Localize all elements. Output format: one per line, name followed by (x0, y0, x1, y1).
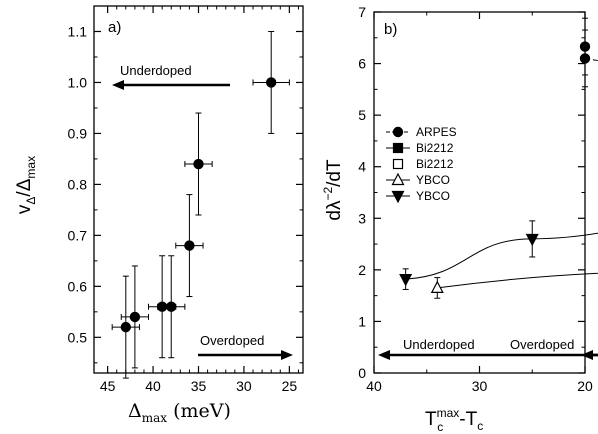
annotation-overdoped-b: Overdoped (510, 337, 574, 352)
b-overdoped-arrow-head (581, 350, 593, 360)
a-ytick-label: 0.9 (68, 125, 88, 141)
ybco-open-point (430, 280, 444, 294)
legend-label-ybco-open: YBCO (416, 173, 450, 187)
legend-marker-bi2212-open (392, 158, 404, 170)
a-ticks: 45 40 35 30 25 0.5 0.6 0.7 0.8 0.9 1.0 1.1 (68, 6, 303, 394)
a-underdoped-arrow-head (112, 80, 124, 90)
b-ytick-label: 0 (358, 365, 366, 381)
b-ytick-label: 2 (358, 262, 366, 278)
a-data-point (184, 240, 195, 251)
a-ytick-label: 0.8 (68, 176, 88, 192)
annotation-underdoped-b: Underdoped (403, 337, 475, 352)
a-data-point (193, 158, 204, 170)
a-overdoped-arrow-head (281, 350, 293, 360)
b-ytick-label: 4 (358, 159, 366, 175)
panel-a: 45 40 35 30 25 0.5 0.6 0.7 0.8 0.9 1.0 1.1 a) Under… (14, 5, 304, 425)
b-ytick-label: 3 (358, 210, 366, 226)
b-xtick-label: 40 (366, 378, 382, 394)
a-ytick-label: 1.1 (68, 23, 88, 39)
arpes-trend-line (584, 57, 598, 62)
b-ytick-label: 6 (358, 56, 366, 72)
a-ytick-label: 1.0 (68, 74, 88, 90)
a-marks (111, 30, 293, 379)
b-xtick-label: 20 (577, 378, 593, 394)
panel-label-a: a) (108, 19, 121, 36)
b-ytick-label: 1 (358, 313, 366, 329)
legend: ARPES Bi2212 Bi2212 YBCO YBCO (386, 125, 457, 204)
x-axis-label-b: Tmax c -Tc (425, 406, 483, 434)
y-axis-label-a: vΔ/Δmax (14, 156, 38, 214)
panel-label-b: b) (384, 21, 397, 38)
arpes-point (579, 53, 591, 64)
ybco-open-curve (437, 272, 598, 289)
a-ytick-label: 0.5 (68, 329, 88, 345)
a-xtick-label: 40 (145, 378, 161, 394)
a-data-point (120, 321, 132, 333)
y-axis-label-b: dλ−2/dT (321, 159, 345, 221)
a-data-point (265, 77, 277, 88)
a-xtick-label: 30 (236, 378, 252, 394)
ybco-filled-point (399, 274, 413, 287)
a-xtick-label: 45 (100, 378, 116, 394)
legend-label-bi2212-filled: Bi2212 (416, 141, 454, 155)
legend-marker-ybco-filled (391, 190, 405, 204)
legend-marker-bi2212-filled (392, 142, 404, 154)
legend-marker-ybco-open (391, 172, 405, 186)
b-ticks: 403020100102001234567 (358, 4, 593, 394)
a-ytick-label: 0.7 (68, 227, 88, 243)
ybco-filled-point (525, 233, 539, 247)
legend-label-arpes: ARPES (416, 125, 457, 139)
a-ytick-label: 0.6 (68, 278, 88, 294)
panel-b: 403020100102001234567 ARPESBi2212Bi2212Y… (321, 4, 598, 434)
legend-label-bi2212-open: Bi2212 (416, 157, 454, 171)
a-xtick-label: 25 (282, 378, 298, 394)
a-xtick-label: 35 (191, 378, 207, 394)
b-underdoped-arrow-head (378, 350, 390, 360)
a-data-point (166, 301, 177, 312)
ybco-filled-curve (405, 232, 598, 280)
annotation-overdoped-a: Overdoped (200, 333, 264, 348)
b-marks (378, 17, 598, 360)
b-lines (405, 57, 598, 289)
b-ytick-label: 5 (358, 107, 366, 123)
plot-frame-b (373, 11, 586, 374)
legend-marker-arpes (392, 126, 404, 138)
legend-label-ybco-filled: YBCO (416, 189, 450, 203)
b-xtick-label: 30 (472, 378, 488, 394)
x-axis-label-a: Δmax (meV) (128, 400, 231, 425)
annotation-underdoped-a: Underdoped (120, 63, 192, 78)
a-data-point (129, 311, 141, 323)
b-ytick-label: 7 (358, 4, 366, 20)
